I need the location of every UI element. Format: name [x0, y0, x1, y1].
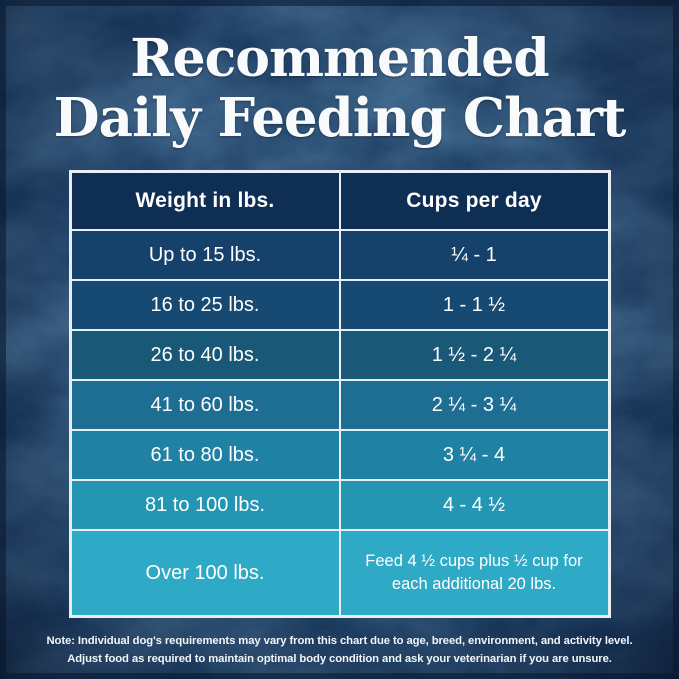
weight-cell: 16 to 25 lbs.: [69, 279, 341, 331]
table-row: 26 to 40 lbs. 1 ½ - 2 ¼: [69, 329, 610, 381]
page-title-line2: Daily Feeding Chart: [53, 87, 627, 149]
disclaimer-note-line1: Note: Individual dog's requirements may …: [46, 635, 633, 647]
cups-cell: 1 - 1 ½: [338, 279, 610, 331]
table-row: 16 to 25 lbs. 1 - 1 ½: [69, 279, 610, 331]
cups-cell: Feed 4 ½ cups plus ½ cup for each additi…: [338, 529, 610, 618]
column-header-weight: Weight in lbs.: [69, 170, 341, 231]
weight-cell: 41 to 60 lbs.: [69, 379, 341, 431]
cups-cell: 3 ¼ - 4: [338, 429, 610, 481]
disclaimer-note-line2: Adjust food as required to maintain opti…: [67, 652, 612, 665]
page-title: Recommended Daily Feeding Chart: [0, 28, 679, 149]
table-row: 41 to 60 lbs. 2 ¼ - 3 ¼: [69, 379, 610, 431]
cups-cell: ¼ - 1: [338, 229, 610, 281]
feeding-chart-table: Weight in lbs. Cups per day Up to 15 lbs…: [68, 170, 611, 618]
weight-cell: Up to 15 lbs.: [69, 229, 341, 281]
cups-cell: 1 ½ - 2 ¼: [338, 329, 610, 381]
cups-cell: 4 - 4 ½: [338, 479, 610, 531]
page-title-line1: Recommended: [130, 28, 549, 89]
table-row: Up to 15 lbs. ¼ - 1: [69, 229, 610, 281]
disclaimer-note: Note: Individual dog's requirements may …: [0, 633, 679, 668]
weight-cell: Over 100 lbs.: [69, 529, 341, 618]
table-row: Over 100 lbs. Feed 4 ½ cups plus ½ cup f…: [69, 529, 610, 618]
table-header-row: Weight in lbs. Cups per day: [69, 170, 610, 231]
weight-cell: 26 to 40 lbs.: [69, 329, 341, 381]
table-row: 61 to 80 lbs. 3 ¼ - 4: [69, 429, 610, 481]
column-header-cups: Cups per day: [338, 170, 610, 231]
cups-cell: 2 ¼ - 3 ¼: [338, 379, 610, 431]
weight-cell: 61 to 80 lbs.: [69, 429, 341, 481]
table-row: 81 to 100 lbs. 4 - 4 ½: [69, 479, 610, 531]
weight-cell: 81 to 100 lbs.: [69, 479, 341, 531]
